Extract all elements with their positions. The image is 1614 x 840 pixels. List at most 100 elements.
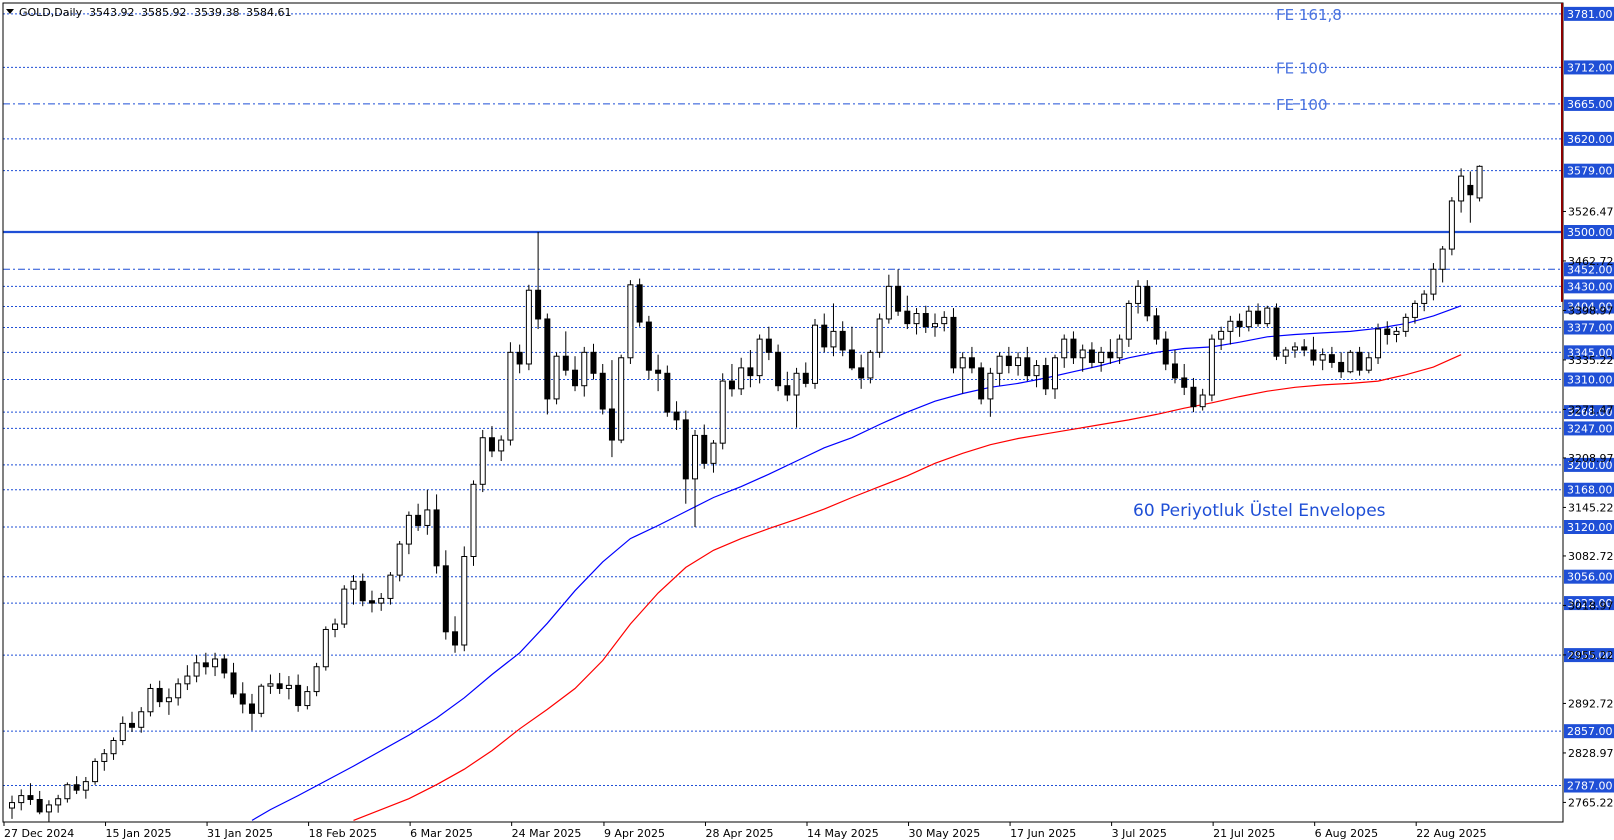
candle[interactable] [332,618,339,638]
candle[interactable] [608,360,615,458]
candle[interactable] [922,305,929,333]
candle[interactable] [636,278,643,327]
candle[interactable] [55,794,62,813]
candle[interactable] [599,363,606,415]
candle[interactable] [92,758,99,785]
candle[interactable] [396,540,403,582]
candle[interactable] [1088,342,1095,368]
candle[interactable] [1264,305,1271,327]
candle[interactable] [1015,352,1022,376]
candle[interactable] [932,313,938,337]
candle[interactable] [867,350,874,384]
candle[interactable] [756,334,763,384]
candle[interactable] [433,494,440,574]
candle[interactable] [839,321,846,357]
candle[interactable] [655,354,662,392]
candle[interactable] [101,749,108,771]
candle[interactable] [1255,303,1262,327]
candle[interactable] [276,672,283,694]
candle[interactable] [802,362,809,388]
candle[interactable] [1319,348,1326,371]
candle[interactable] [498,435,505,462]
candle[interactable] [1144,280,1151,322]
candle[interactable] [1301,339,1308,357]
candle[interactable] [165,688,172,715]
candle[interactable] [461,546,468,652]
candle[interactable] [1181,363,1188,396]
candle[interactable] [119,716,126,746]
candle[interactable] [1162,331,1169,371]
candle[interactable] [1439,245,1446,283]
candle[interactable] [405,511,412,555]
candle[interactable] [1051,354,1058,399]
candle[interactable] [175,678,182,706]
candle[interactable] [1079,344,1086,372]
candle[interactable] [1356,346,1363,376]
candle[interactable] [378,592,385,611]
candle[interactable] [368,590,375,613]
candle[interactable] [581,346,588,397]
candle[interactable] [950,308,957,374]
candle[interactable] [1467,171,1474,223]
candle[interactable] [1384,321,1391,345]
candle[interactable] [1033,360,1040,388]
candle[interactable] [36,790,43,815]
candle[interactable] [1125,300,1132,347]
candle[interactable] [987,367,994,417]
candle[interactable] [1476,165,1483,202]
candle[interactable] [562,331,569,376]
candle[interactable] [18,789,25,811]
candle[interactable] [968,346,975,374]
candle[interactable] [590,343,597,380]
candle[interactable] [1310,336,1317,366]
candle[interactable] [784,371,791,402]
candle[interactable] [156,680,163,708]
candle[interactable] [1291,342,1298,358]
candle[interactable] [1116,334,1123,364]
candle[interactable] [1402,313,1409,337]
candle[interactable] [1227,315,1234,345]
candle[interactable] [719,373,726,450]
candle[interactable] [525,284,532,371]
candle[interactable] [1393,326,1400,343]
candle[interactable] [1098,346,1105,372]
candle[interactable] [1171,350,1178,384]
candle[interactable] [64,782,71,803]
candle[interactable] [230,662,237,698]
candle[interactable] [904,295,911,330]
candle[interactable] [239,682,246,714]
candle[interactable] [553,352,560,405]
candle[interactable] [728,363,735,397]
candle[interactable] [830,303,837,357]
candle[interactable] [45,800,52,822]
candle[interactable] [193,655,200,683]
candle[interactable] [978,362,985,405]
candle[interactable] [885,274,892,324]
candle[interactable] [618,354,625,444]
candle[interactable] [73,776,80,795]
candle[interactable] [82,776,89,799]
candle[interactable] [1107,339,1114,364]
candle[interactable] [1061,334,1068,368]
candle[interactable] [1199,388,1206,411]
candle[interactable] [415,503,422,531]
candle[interactable] [322,626,329,671]
candle[interactable] [1282,346,1289,364]
candle[interactable] [913,308,920,335]
candle[interactable] [765,326,772,361]
candle[interactable] [1448,197,1455,256]
candle[interactable] [147,683,154,717]
candle[interactable] [1328,346,1335,368]
candle[interactable] [1411,300,1418,324]
candle[interactable] [1208,334,1215,402]
candle[interactable] [664,365,671,417]
candle[interactable] [488,426,495,458]
candle[interactable] [479,429,486,493]
candle[interactable] [1375,323,1382,364]
candle[interactable] [128,711,135,732]
candle[interactable] [350,575,357,605]
candle[interactable] [535,232,542,330]
candle[interactable] [996,352,1003,386]
candle[interactable] [1338,352,1345,378]
